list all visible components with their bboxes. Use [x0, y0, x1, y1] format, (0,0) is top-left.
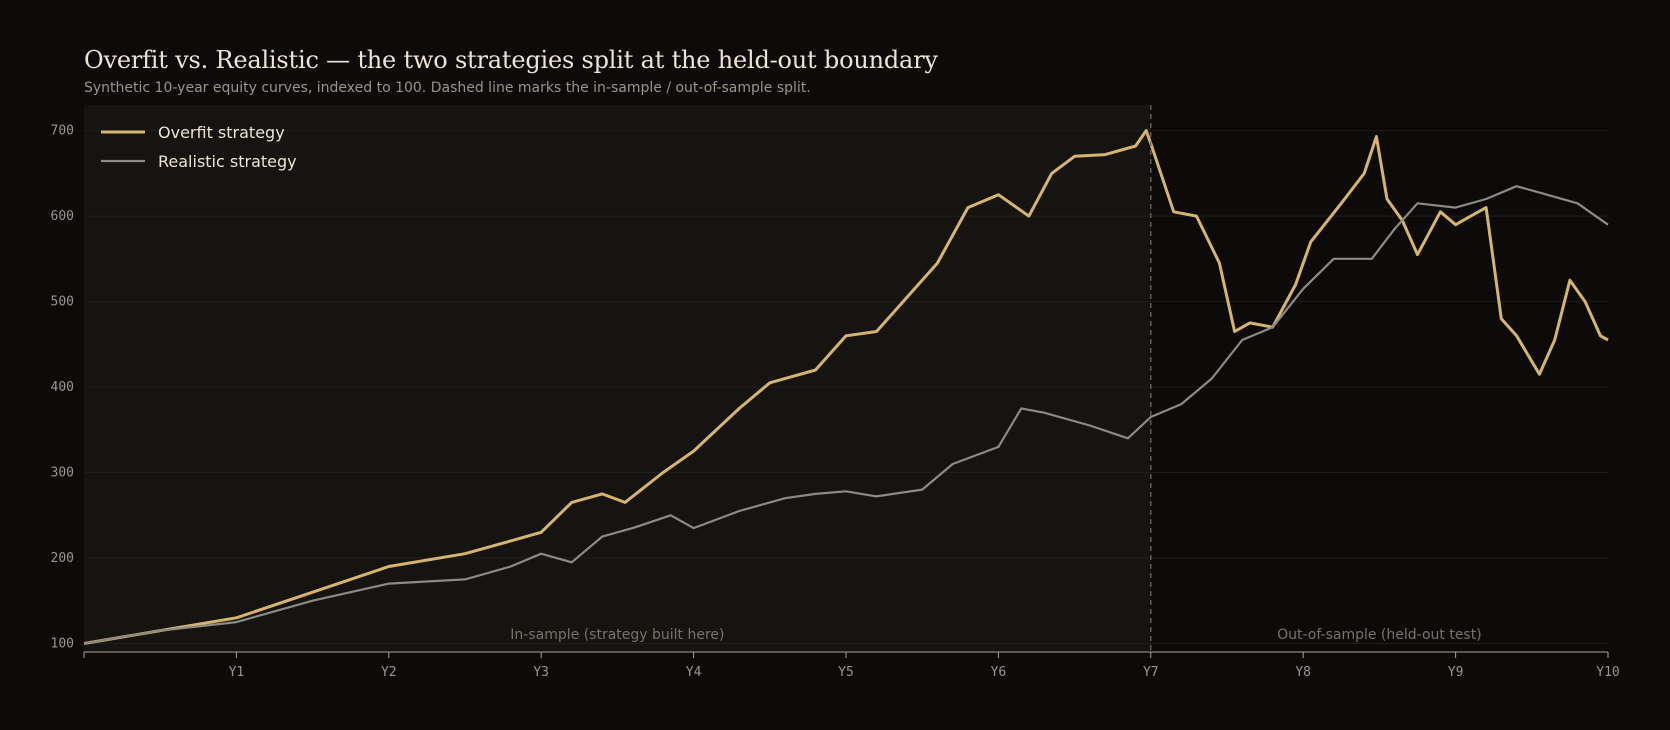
y-tick-label: 700	[51, 124, 74, 139]
series-line-overfit	[83, 129, 1609, 645]
x-tick-label: Y1	[229, 665, 245, 680]
series-line-realistic	[83, 185, 1609, 645]
x-tick-label: Y2	[381, 665, 397, 680]
legend-label: Realistic strategy	[158, 152, 297, 171]
x-tick-label: Y9	[1448, 665, 1464, 680]
x-tick-label: Y4	[686, 665, 702, 680]
in-sample-region	[84, 105, 1151, 652]
y-tick-label: 400	[51, 380, 74, 395]
legend-label: Overfit strategy	[158, 123, 285, 142]
chart-subtitle: Synthetic 10-year equity curves, indexed…	[84, 80, 811, 96]
x-tick-label: Y7	[1143, 665, 1159, 680]
y-tick-label: 200	[51, 551, 74, 566]
y-tick-label: 100	[51, 636, 74, 651]
x-tick-label: Y5	[838, 665, 854, 680]
y-tick-label: 300	[51, 466, 74, 481]
chart-title: Overfit vs. Realistic — the two strategi…	[84, 46, 938, 74]
x-tick-label: Y8	[1295, 665, 1311, 680]
y-tick-label: 500	[51, 295, 74, 310]
in-sample-label: In-sample (strategy built here)	[510, 627, 724, 643]
x-tick-label: Y10	[1596, 665, 1619, 680]
x-tick-label: Y3	[533, 665, 549, 680]
y-tick-label: 600	[51, 209, 74, 224]
out-of-sample-label: Out-of-sample (held-out test)	[1277, 627, 1482, 643]
x-tick-label: Y6	[991, 665, 1007, 680]
